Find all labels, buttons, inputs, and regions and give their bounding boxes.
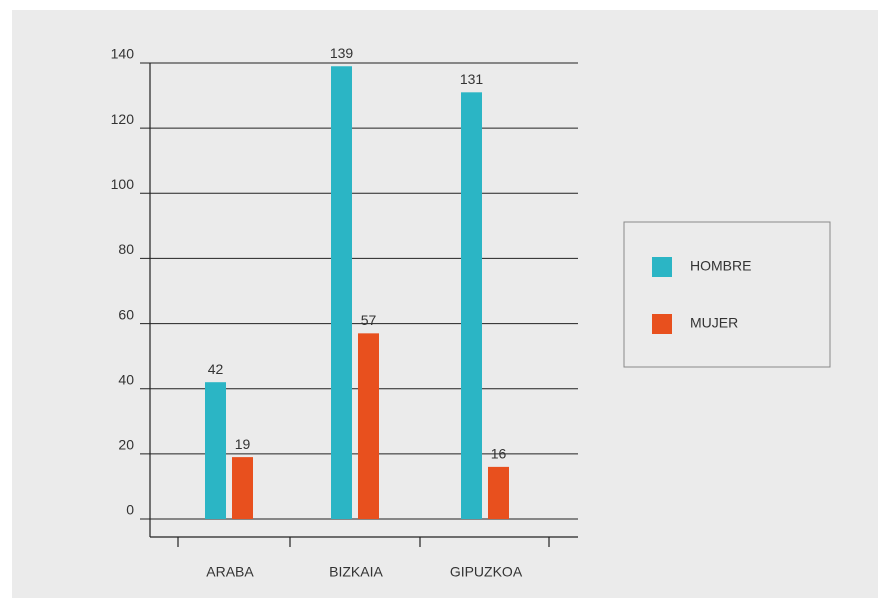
bar (358, 333, 379, 519)
y-tick-label: 40 (118, 371, 134, 387)
y-tick-label: 100 (111, 176, 135, 192)
y-tick-label: 140 (111, 46, 135, 62)
legend-swatch (652, 314, 672, 334)
value-label: 131 (460, 71, 484, 87)
y-tick-label: 60 (118, 306, 134, 322)
y-tick-label: 0 (126, 502, 134, 518)
value-label: 57 (361, 312, 377, 328)
value-label: 19 (235, 436, 251, 452)
x-tick-label: ARABA (206, 564, 254, 580)
x-tick-label: BIZKAIA (329, 564, 383, 580)
legend-label: HOMBRE (690, 258, 751, 274)
legend-box (623, 221, 831, 368)
y-tick-label: 120 (111, 111, 135, 127)
value-label: 139 (330, 45, 354, 61)
legend-swatch (652, 257, 672, 277)
bar (461, 92, 482, 520)
y-tick-label: 20 (118, 437, 134, 453)
bar (205, 382, 226, 519)
bar (331, 66, 352, 519)
chart-background (12, 10, 878, 598)
legend-label: MUJER (690, 315, 738, 331)
value-label: 42 (208, 361, 224, 377)
bar (232, 457, 253, 519)
value-label: 16 (491, 446, 507, 462)
x-tick-label: GIPUZKOA (450, 564, 523, 580)
bar (488, 466, 509, 519)
y-tick-label: 80 (118, 241, 134, 257)
